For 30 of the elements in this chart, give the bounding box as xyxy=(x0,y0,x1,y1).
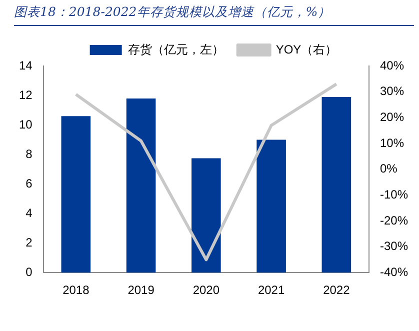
bar xyxy=(322,96,352,273)
y2-tick-label: 20% xyxy=(380,110,404,124)
y2-tick-label: 40% xyxy=(380,58,404,72)
y-tick-label: 6 xyxy=(26,176,33,190)
bar xyxy=(256,140,286,273)
y-tick-label: 0 xyxy=(26,264,33,279)
y-tick-label: 2 xyxy=(26,235,33,250)
chart-title: 图表18：2018-2022年存货规模以及增速（亿元，%） xyxy=(14,4,414,26)
bar xyxy=(192,158,221,273)
y2-tick-label: -10% xyxy=(380,187,408,202)
bar xyxy=(61,116,91,273)
y-tick-label: 8 xyxy=(26,146,33,161)
y-tick-label: 4 xyxy=(26,206,33,220)
y2-tick-label: -20% xyxy=(380,213,408,228)
x-tick-label: 2018 xyxy=(62,283,90,298)
bar xyxy=(126,98,156,273)
y-tick-label: 10 xyxy=(18,117,33,132)
y2-tick-label: 30% xyxy=(380,84,404,98)
x-tick-label: 2022 xyxy=(323,283,350,298)
y2-tick-label: 0% xyxy=(380,162,398,176)
y-tick-label: 12 xyxy=(18,88,33,102)
y2-tick-label: 10% xyxy=(380,136,404,150)
y-tick-label: 14 xyxy=(18,58,33,72)
legend-label: YOY（右） xyxy=(276,42,338,56)
x-tick-label: 2021 xyxy=(258,283,285,298)
y2-tick-label: -40% xyxy=(380,264,408,279)
y2-tick-label: -30% xyxy=(380,239,408,254)
legend-label: 存货（亿元，左） xyxy=(128,42,224,56)
x-tick-label: 2020 xyxy=(192,283,220,298)
x-tick-label: 2019 xyxy=(128,283,155,298)
